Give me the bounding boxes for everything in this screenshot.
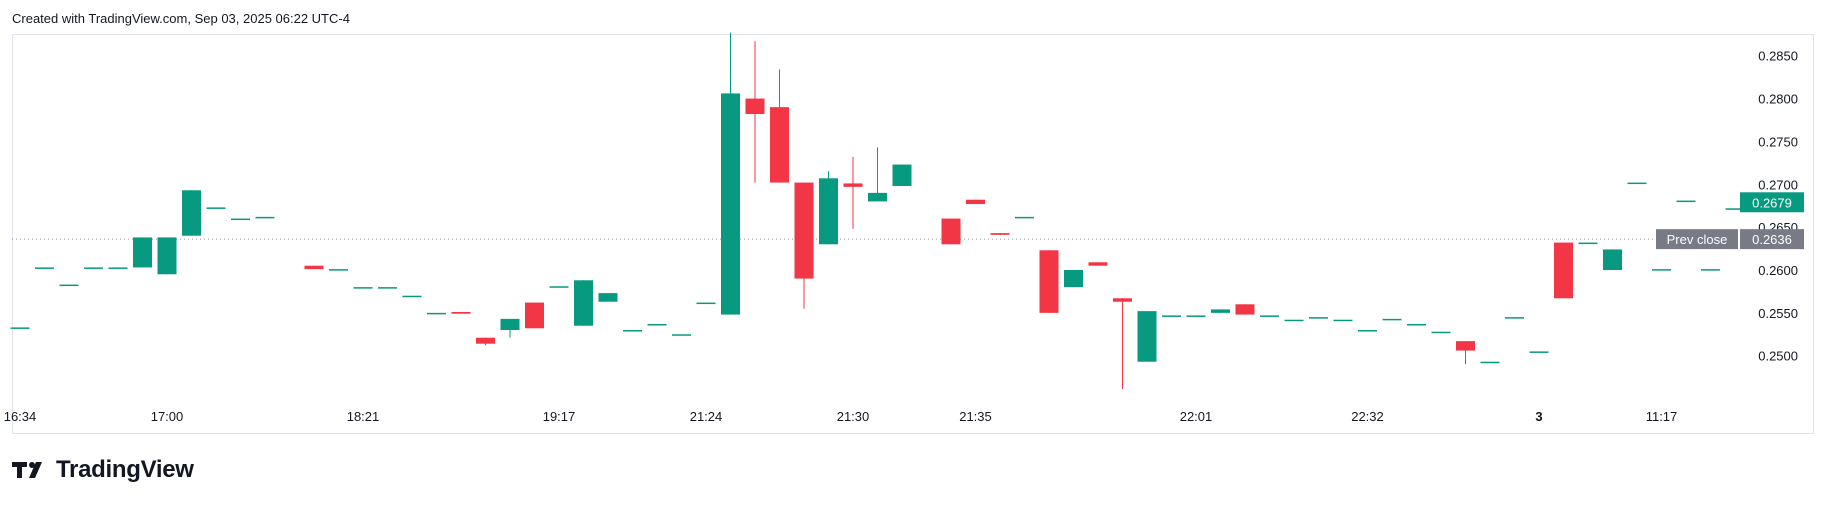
candle-body: [794, 182, 814, 279]
candle-body: [329, 269, 348, 271]
candle-body: [892, 164, 912, 186]
prev-close-label: Prev close: [1667, 232, 1728, 247]
y-tick-label: 0.2550: [1758, 306, 1798, 321]
last-price-value: 0.2679: [1752, 195, 1792, 210]
candle-body: [59, 284, 79, 287]
candle-body: [1431, 331, 1451, 334]
x-tick-label: 18:21: [347, 409, 380, 424]
chart-caption: Created with TradingView.com, Sep 03, 20…: [12, 11, 350, 26]
x-tick-label: 3: [1535, 409, 1542, 424]
x-tick-label: 22:32: [1351, 409, 1384, 424]
candle-body: [157, 237, 177, 275]
candle-body: [1652, 269, 1671, 271]
prev-close-label-bg: [1656, 229, 1738, 250]
candle-body: [1088, 262, 1108, 266]
candle-body: [231, 218, 250, 221]
candle-body: [10, 327, 30, 329]
candle-body: [1064, 270, 1083, 288]
candle-body: [427, 312, 446, 315]
tradingview-logo-text: TradingView: [56, 456, 194, 483]
candle-body: [35, 267, 54, 269]
candle-body: [133, 237, 152, 268]
candle-body: [623, 330, 642, 332]
y-tick-label: 0.2600: [1758, 263, 1798, 278]
y-tick-label: 0.2800: [1758, 92, 1798, 107]
candle-body: [1284, 319, 1304, 322]
candle-body: [1701, 269, 1720, 271]
candle-body: [1260, 315, 1279, 317]
candle-body: [598, 293, 618, 302]
candle-body: [304, 265, 324, 270]
y-tick-label: 0.2500: [1758, 349, 1798, 364]
candle-body: [770, 107, 789, 183]
candle-body: [1627, 182, 1647, 185]
last-price-bg: [1740, 192, 1804, 213]
x-tick-label: 17:00: [151, 409, 184, 424]
candle-body: [696, 302, 716, 305]
candlestick-chart[interactable]: 0.28500.28000.27500.27000.26500.26000.25…: [0, 0, 1826, 440]
candle-body: [1407, 324, 1426, 326]
x-tick-label: 11:17: [1646, 409, 1678, 424]
candle-body: [378, 287, 397, 289]
y-tick-label: 0.2850: [1758, 49, 1798, 64]
tradingview-logo[interactable]: TradingView: [12, 456, 194, 484]
candle-body: [1480, 361, 1500, 364]
candle-body: [255, 216, 275, 219]
candle-body: [1137, 311, 1157, 362]
candle-body: [721, 93, 740, 315]
candle-body: [1039, 250, 1059, 313]
candle-body: [549, 286, 569, 288]
candle-body: [353, 287, 373, 289]
candle-body: [1554, 242, 1573, 299]
candle-body: [451, 312, 471, 314]
candle-body: [868, 192, 887, 202]
candle-body: [1235, 304, 1255, 315]
candle-body: [500, 318, 520, 330]
candle-body: [843, 183, 863, 187]
candle-body: [1456, 341, 1475, 351]
candle-body: [1725, 208, 1745, 210]
candle-body: [84, 267, 103, 269]
candle-body: [966, 199, 985, 204]
chart-frame: [12, 34, 1814, 434]
candle-body: [525, 302, 544, 329]
prev-close-value: 0.2636: [1752, 232, 1792, 247]
candle-body: [1529, 351, 1549, 353]
candle-body: [1186, 315, 1206, 317]
candle-body: [1382, 318, 1402, 321]
candle-body: [1358, 330, 1377, 332]
candle-body: [402, 295, 422, 298]
candle-body: [574, 280, 593, 326]
candle-body: [819, 178, 838, 245]
x-tick-label: 22:01: [1180, 409, 1213, 424]
candle-body: [1505, 317, 1524, 319]
tradingview-logo-icon: [12, 462, 42, 478]
candle-body: [206, 207, 226, 209]
x-tick-label: 19:17: [543, 409, 576, 424]
y-tick-label: 0.2750: [1758, 134, 1798, 149]
candle-body: [182, 190, 201, 236]
candle-body: [1162, 315, 1181, 317]
x-tick-label: 21:30: [837, 409, 870, 424]
candle-body: [647, 324, 667, 326]
candle-body: [1676, 200, 1696, 203]
x-tick-label: 21:35: [959, 409, 992, 424]
candle-body: [1578, 242, 1598, 245]
candle-body: [941, 218, 961, 245]
y-tick-label: 0.2700: [1758, 177, 1798, 192]
candle-body: [1309, 317, 1328, 319]
candle-body: [1015, 216, 1034, 219]
candle-body: [672, 334, 691, 336]
candle-body: [990, 233, 1010, 235]
x-tick-label: 21:24: [690, 409, 723, 424]
candle-body: [1333, 319, 1353, 322]
x-tick-label: 16:34: [4, 409, 37, 424]
candle-body: [1211, 309, 1230, 313]
candle-body: [108, 267, 128, 269]
candle-body: [1113, 298, 1132, 302]
prev-close-value-bg: [1740, 229, 1804, 250]
candle-body: [745, 98, 765, 114]
candle-body: [1603, 249, 1622, 270]
candle-body: [476, 337, 495, 344]
